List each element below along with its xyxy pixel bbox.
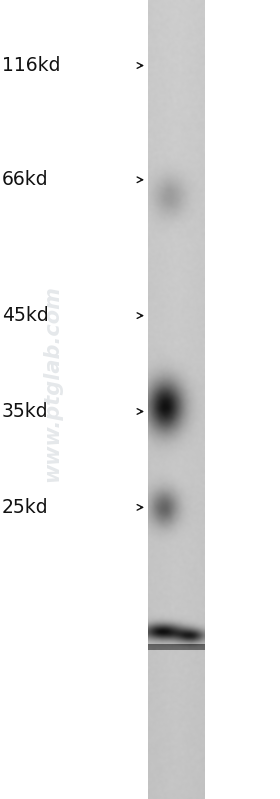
Text: 45kd: 45kd [2,306,49,325]
Text: 66kd: 66kd [2,170,49,189]
Text: www.ptglab.com: www.ptglab.com [42,285,62,482]
Text: 35kd: 35kd [2,402,49,421]
Text: 25kd: 25kd [2,498,49,517]
Text: 116kd: 116kd [2,56,60,75]
